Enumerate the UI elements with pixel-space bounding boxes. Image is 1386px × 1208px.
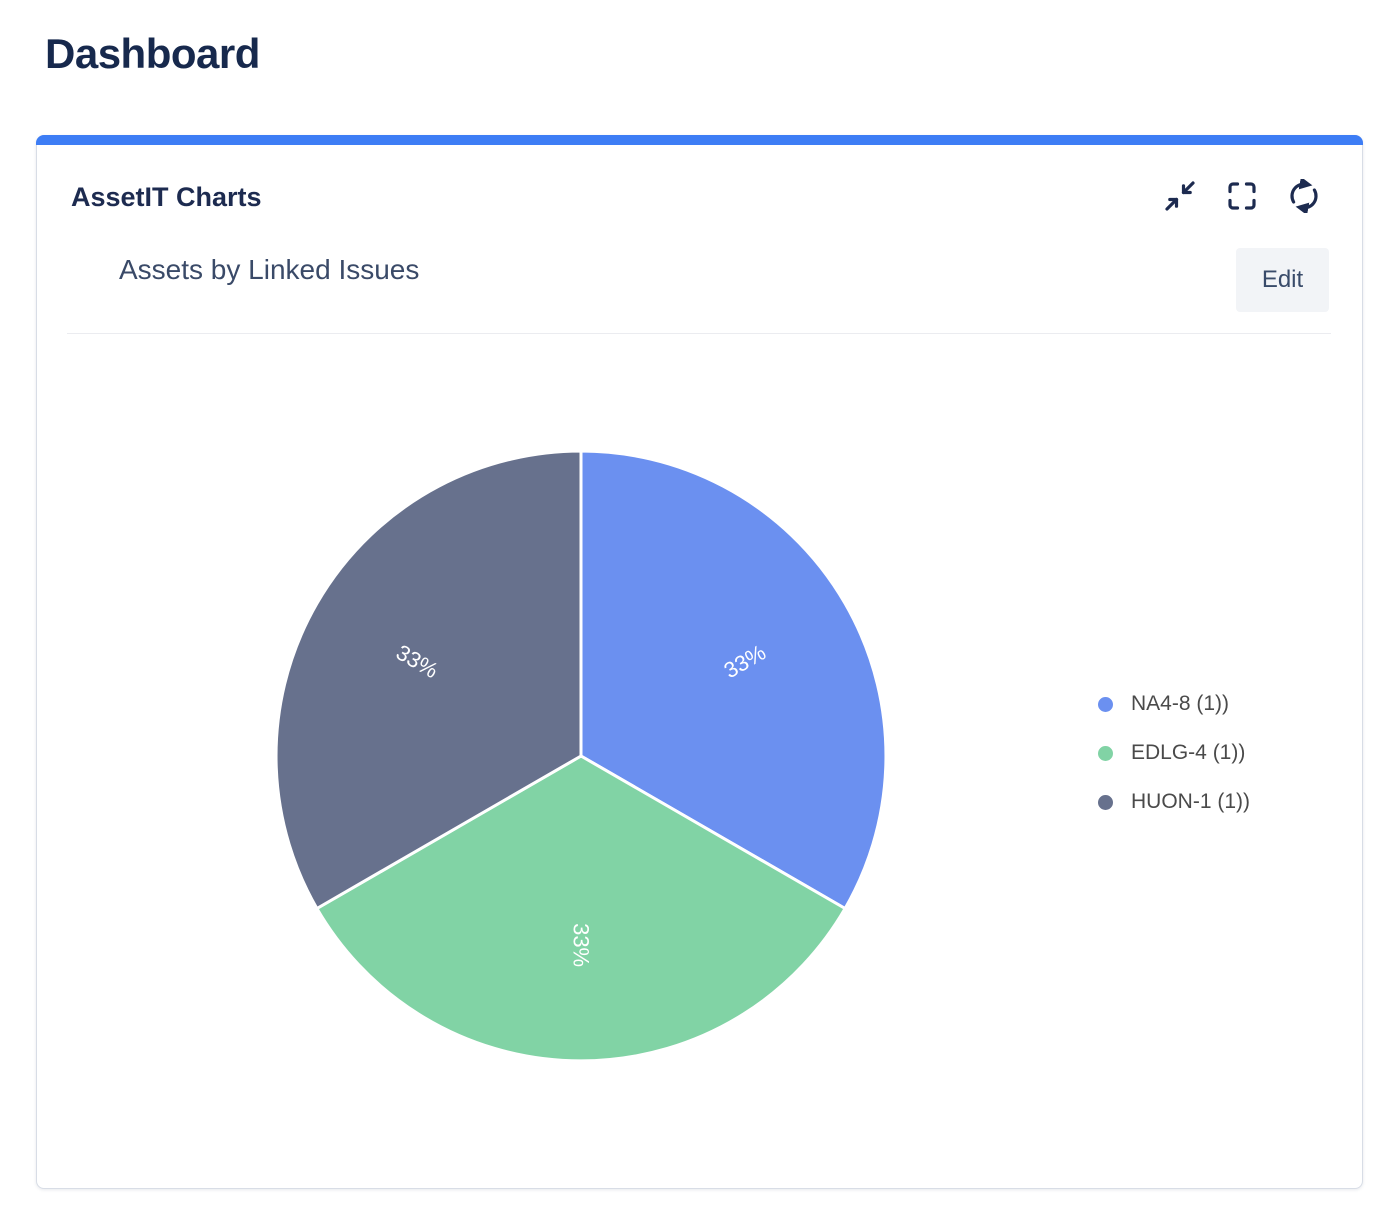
assetit-charts-card: AssetIT Charts	[36, 135, 1363, 1189]
card-title: AssetIT Charts	[71, 182, 262, 212]
legend-label: HUON-1 (1))	[1131, 790, 1250, 813]
legend-marker-icon	[1098, 794, 1113, 810]
legend-item-edlg-4[interactable]: EDLG-4 (1))	[1098, 739, 1250, 767]
chart-legend: NA4-8 (1)) EDLG-4 (1)) HUON-1 (1))	[1098, 690, 1250, 816]
legend-label: EDLG-4 (1))	[1131, 741, 1246, 764]
card-toolbar	[1162, 178, 1322, 214]
refresh-button[interactable]	[1286, 178, 1322, 214]
refresh-icon	[1290, 179, 1318, 213]
collapse-icon	[1165, 181, 1195, 211]
fullscreen-icon	[1228, 182, 1256, 210]
pie-slice-na4-8[interactable]	[579, 449, 888, 910]
fullscreen-button[interactable]	[1224, 178, 1260, 214]
legend-label: NA4-8 (1))	[1131, 692, 1230, 715]
page-title: Dashboard	[45, 30, 260, 77]
pie-chart: 33%33%33%	[274, 449, 888, 1063]
pie-slice-huon-1[interactable]	[274, 449, 583, 910]
chart-title: Assets by Linked Issues	[119, 254, 420, 285]
collapse-button[interactable]	[1162, 178, 1198, 214]
header-divider	[67, 333, 1331, 334]
legend-marker-icon	[1098, 696, 1113, 712]
legend-item-huon-1[interactable]: HUON-1 (1))	[1098, 788, 1250, 816]
card-accent-bar	[36, 135, 1363, 145]
legend-marker-icon	[1098, 745, 1113, 761]
edit-button[interactable]: Edit	[1236, 248, 1329, 312]
pie-slice-percent-label: 33%	[569, 923, 594, 967]
legend-item-na4-8[interactable]: NA4-8 (1))	[1098, 690, 1250, 718]
pie-slice-edlg-4[interactable]	[315, 754, 847, 1063]
